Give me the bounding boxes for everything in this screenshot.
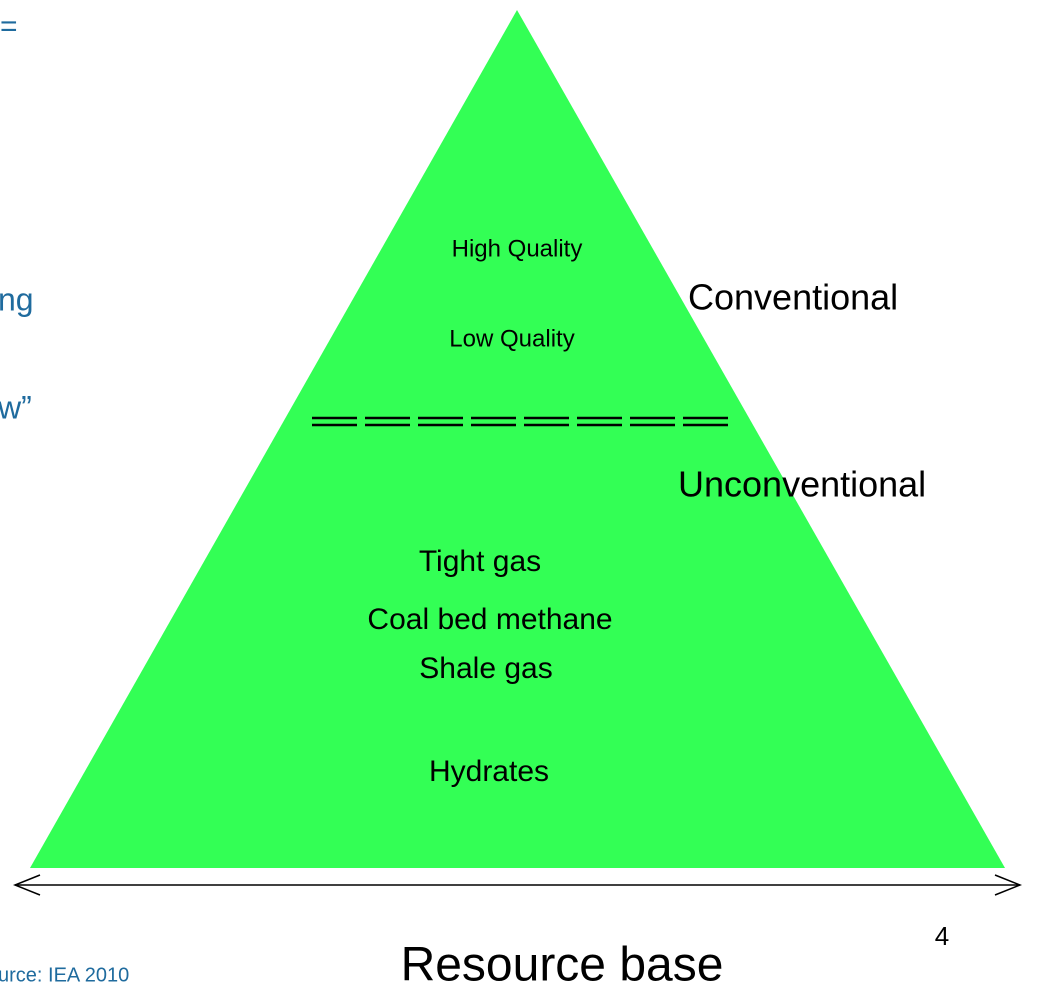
pyramid-label: Coal bed methane (367, 603, 612, 636)
double-dash (312, 416, 728, 427)
source: urce: IEA 2010 (0, 964, 129, 986)
unconventional-label: Unconventional (678, 464, 926, 505)
page-number: 4 (935, 921, 949, 951)
pyramid-label: Hydrates (429, 755, 549, 788)
pyramid (30, 10, 1005, 868)
arrow-head-left (12, 874, 41, 896)
left-text: ng (0, 281, 34, 317)
pyramid-label: Tight gas (419, 545, 541, 578)
pyramid-label: Low Quality (449, 325, 574, 352)
left-text: w” (0, 389, 32, 425)
axis-arrow (12, 874, 1023, 896)
arrow-head-right (994, 874, 1023, 896)
axis-label: Resource base (401, 939, 724, 992)
pyramid-label: High Quality (452, 235, 583, 262)
conventional-label: Conventional (688, 277, 898, 318)
divider (312, 416, 728, 427)
pyramid-label: Shale gas (419, 652, 552, 685)
left-text: = (0, 10, 18, 43)
